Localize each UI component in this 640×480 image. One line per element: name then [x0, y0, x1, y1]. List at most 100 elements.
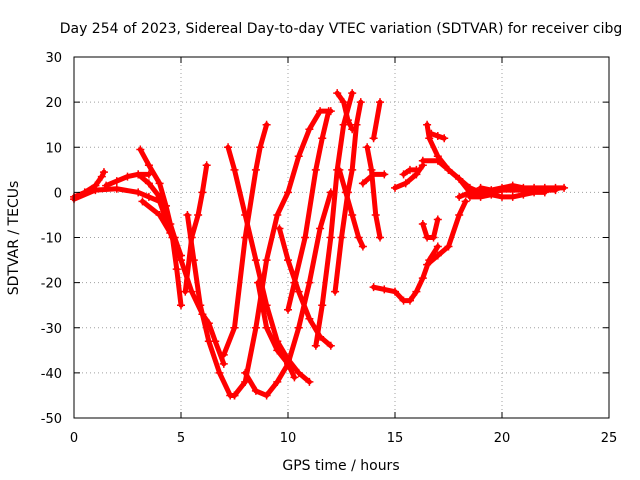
data-point	[519, 190, 528, 199]
data-point	[305, 314, 314, 323]
data-point	[112, 177, 121, 186]
data-point	[275, 224, 284, 233]
data-point	[316, 107, 325, 116]
data-point	[540, 183, 549, 192]
y-tick-label: -10	[41, 232, 62, 247]
data-point	[476, 192, 485, 201]
data-point	[251, 165, 260, 174]
data-point	[433, 215, 442, 224]
data-point	[144, 161, 153, 170]
data-point	[369, 134, 378, 143]
data-point	[423, 260, 432, 269]
data-point	[519, 183, 528, 192]
data-point	[348, 165, 357, 174]
data-point	[444, 165, 453, 174]
data-point	[198, 188, 207, 197]
x-tick-label: 10	[280, 431, 297, 446]
data-point	[290, 278, 299, 287]
data-point	[284, 305, 292, 314]
data-point	[433, 131, 442, 140]
data-point	[230, 391, 239, 400]
data-point	[380, 285, 389, 294]
data-point	[335, 165, 344, 174]
data-point	[358, 242, 367, 251]
data-point	[423, 120, 432, 129]
data-point	[144, 192, 153, 201]
data-point	[461, 197, 470, 206]
data-point	[112, 184, 121, 193]
data-point	[476, 183, 485, 192]
series-arc-7	[184, 212, 237, 398]
data-point	[369, 283, 378, 292]
y-tick-label: -40	[41, 367, 62, 382]
x-tick-label: 20	[494, 431, 511, 446]
series-arc-15	[285, 108, 332, 313]
data-point	[337, 233, 346, 242]
data-point	[343, 116, 352, 125]
data-point	[508, 192, 517, 201]
data-point	[391, 183, 399, 192]
data-point	[187, 233, 196, 242]
data-point	[354, 233, 363, 242]
data-point	[183, 210, 192, 219]
data-point	[399, 170, 408, 179]
data-point	[294, 287, 303, 296]
data-point	[498, 192, 506, 201]
data-point	[136, 145, 145, 154]
data-point	[134, 170, 143, 179]
data-point	[341, 188, 350, 197]
data-point	[418, 274, 427, 283]
data-point	[204, 337, 213, 346]
series-layer	[70, 89, 569, 400]
data-point	[348, 89, 357, 98]
data-point	[177, 256, 185, 265]
data-point	[356, 98, 365, 107]
data-point	[348, 125, 357, 134]
data-point	[251, 256, 260, 265]
data-point	[530, 183, 539, 192]
y-tick-label: 30	[45, 51, 62, 66]
data-point	[429, 233, 438, 242]
data-point	[433, 242, 442, 251]
y-tick-label: -30	[41, 322, 62, 337]
data-point	[273, 210, 282, 219]
data-point	[391, 287, 399, 296]
data-point	[177, 301, 185, 310]
y-tick-label: 0	[54, 186, 62, 201]
x-axis-label: GPS time / hours	[282, 458, 399, 474]
y-tick-label: 20	[45, 96, 62, 111]
data-point	[202, 161, 211, 170]
data-point	[498, 183, 506, 192]
data-point	[172, 265, 181, 274]
data-point	[224, 143, 233, 152]
data-point	[230, 165, 239, 174]
data-point	[508, 181, 517, 190]
data-point	[294, 368, 303, 377]
data-point	[455, 192, 464, 201]
data-point	[326, 233, 335, 242]
data-point	[433, 156, 442, 165]
data-point	[102, 181, 111, 190]
data-point	[256, 143, 265, 152]
y-axis-label: SDTVAR / TECUs	[6, 181, 22, 296]
data-point	[369, 170, 378, 179]
data-point	[371, 210, 380, 219]
data-point	[162, 201, 171, 210]
data-point	[487, 186, 496, 195]
x-tick-label: 25	[601, 431, 618, 446]
series-arc-27	[392, 162, 426, 191]
data-point	[305, 125, 314, 134]
y-tick-label: 10	[45, 141, 62, 156]
data-point	[215, 368, 224, 377]
x-tick-label: 15	[387, 431, 404, 446]
data-point	[219, 359, 228, 368]
data-point	[301, 233, 310, 242]
data-point	[251, 386, 260, 395]
data-point	[294, 152, 303, 161]
data-point	[352, 120, 361, 129]
data-point	[358, 179, 367, 188]
data-point	[331, 287, 340, 296]
data-point	[273, 346, 282, 355]
